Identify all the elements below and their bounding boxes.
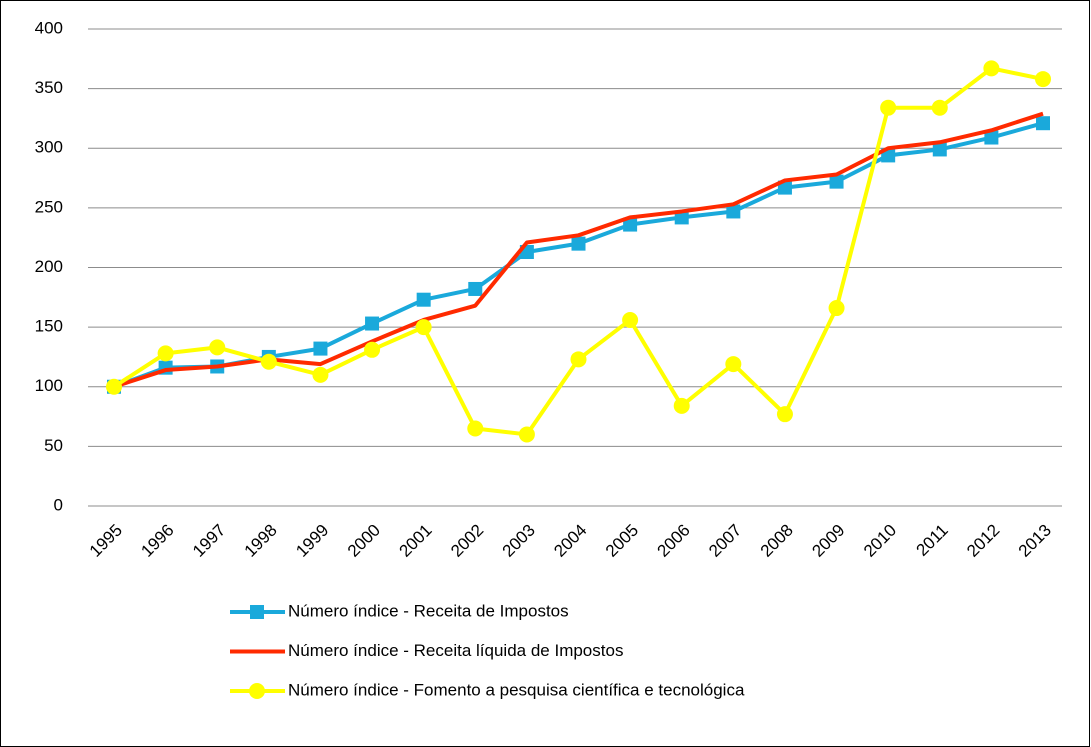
y-tick-label: 250	[35, 197, 63, 216]
data-point	[260, 353, 277, 370]
data-point	[570, 351, 587, 368]
data-point	[313, 341, 328, 356]
y-tick-label: 100	[35, 376, 63, 395]
data-point	[776, 406, 793, 423]
data-point	[622, 311, 639, 328]
data-point	[932, 142, 947, 157]
data-point	[674, 210, 689, 225]
data-point	[364, 341, 381, 358]
y-tick-label: 200	[35, 257, 63, 276]
data-point	[416, 292, 431, 307]
y-tick-label: 350	[35, 78, 63, 97]
y-tick-label: 0	[54, 495, 63, 514]
data-point	[1035, 71, 1051, 88]
data-point	[467, 420, 484, 437]
legend-marker	[249, 683, 265, 699]
data-point	[157, 345, 174, 362]
data-point	[312, 366, 329, 383]
data-point	[468, 281, 483, 296]
legend-label: Número índice - Fomento a pesquisa cient…	[288, 680, 745, 699]
data-point	[1036, 116, 1050, 131]
y-tick-label: 300	[35, 138, 63, 157]
y-tick-label: 400	[35, 18, 63, 37]
data-point	[365, 316, 380, 331]
data-point	[415, 319, 432, 336]
y-tick-label: 150	[35, 317, 63, 336]
data-point	[931, 99, 948, 116]
data-point	[880, 99, 897, 116]
data-point	[571, 236, 586, 251]
y-tick-label: 50	[44, 436, 63, 455]
data-point	[829, 174, 844, 189]
data-point	[726, 204, 741, 219]
data-point	[828, 300, 845, 317]
data-point	[983, 60, 1000, 77]
data-point	[518, 426, 535, 443]
legend-label: Número índice - Receita líquida de Impos…	[288, 641, 623, 660]
legend-label: Número índice - Receita de Impostos	[288, 601, 569, 620]
data-point	[106, 378, 122, 395]
data-point	[673, 397, 690, 414]
data-point	[984, 130, 999, 145]
legend-marker	[250, 605, 264, 619]
data-point	[623, 217, 638, 232]
data-point	[209, 339, 226, 356]
data-point	[725, 356, 742, 373]
